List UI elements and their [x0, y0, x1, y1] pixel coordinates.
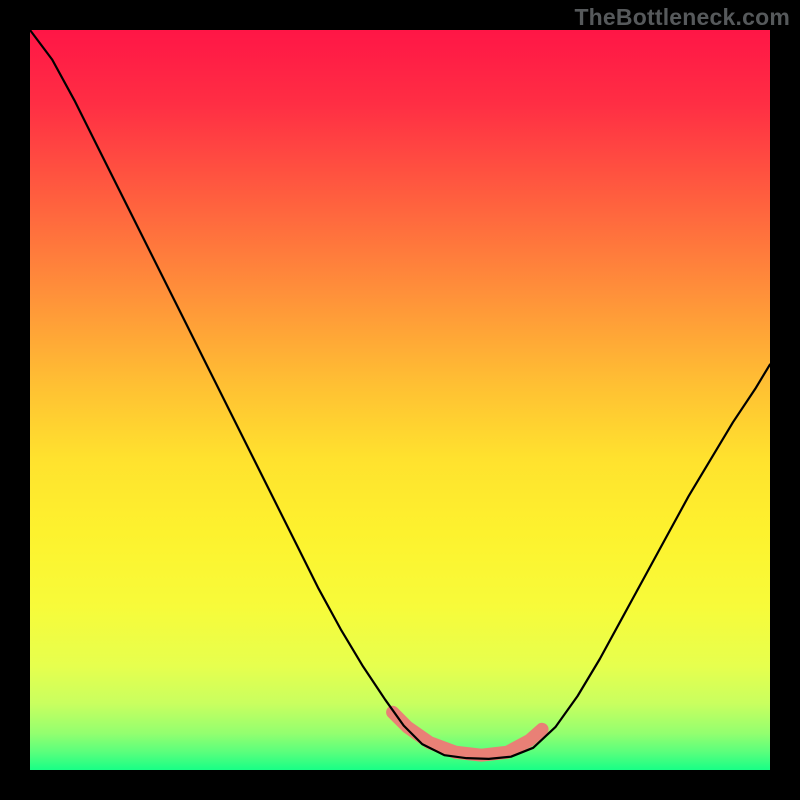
bottleneck-chart: [0, 0, 800, 800]
gradient-background: [30, 30, 770, 770]
chart-frame: TheBottleneck.com: [0, 0, 800, 800]
